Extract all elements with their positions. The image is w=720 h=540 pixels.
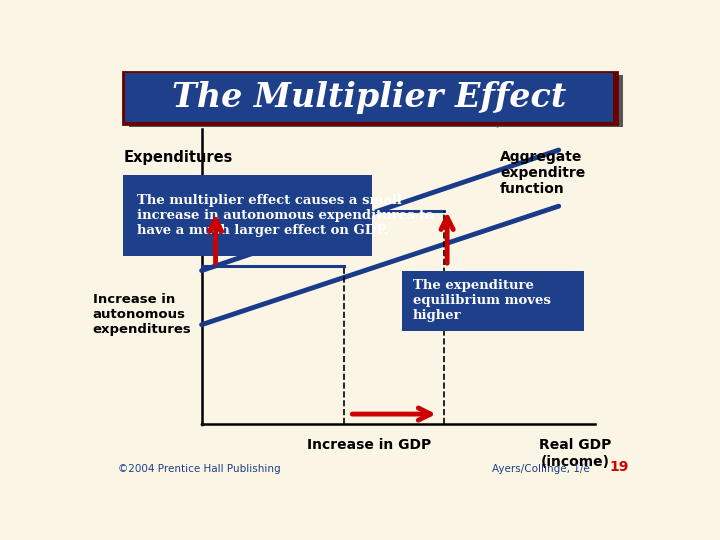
Text: Increase in GDP: Increase in GDP	[307, 438, 431, 453]
FancyBboxPatch shape	[125, 73, 613, 122]
Text: Expenditures: Expenditures	[124, 150, 233, 165]
Text: The expenditure
equilibrium moves
higher: The expenditure equilibrium moves higher	[413, 280, 550, 322]
Text: The multiplier effect causes a small
increase in autonomous expenditures to
have: The multiplier effect causes a small inc…	[138, 194, 434, 237]
Text: Aggregate
expenditre
function: Aggregate expenditre function	[500, 150, 585, 196]
Text: 19: 19	[609, 461, 629, 474]
Text: Ayers/Collinge, 1/e: Ayers/Collinge, 1/e	[492, 464, 590, 474]
Text: Real GDP
(income): Real GDP (income)	[539, 438, 612, 469]
FancyBboxPatch shape	[124, 175, 372, 256]
FancyBboxPatch shape	[124, 72, 617, 124]
Text: ©2004 Prentice Hall Publishing: ©2004 Prentice Hall Publishing	[118, 464, 281, 474]
FancyBboxPatch shape	[129, 75, 623, 127]
Text: Increase in
autonomous
expenditures: Increase in autonomous expenditures	[93, 293, 192, 336]
FancyBboxPatch shape	[402, 271, 584, 331]
Text: The Multiplier Effect: The Multiplier Effect	[172, 81, 566, 114]
